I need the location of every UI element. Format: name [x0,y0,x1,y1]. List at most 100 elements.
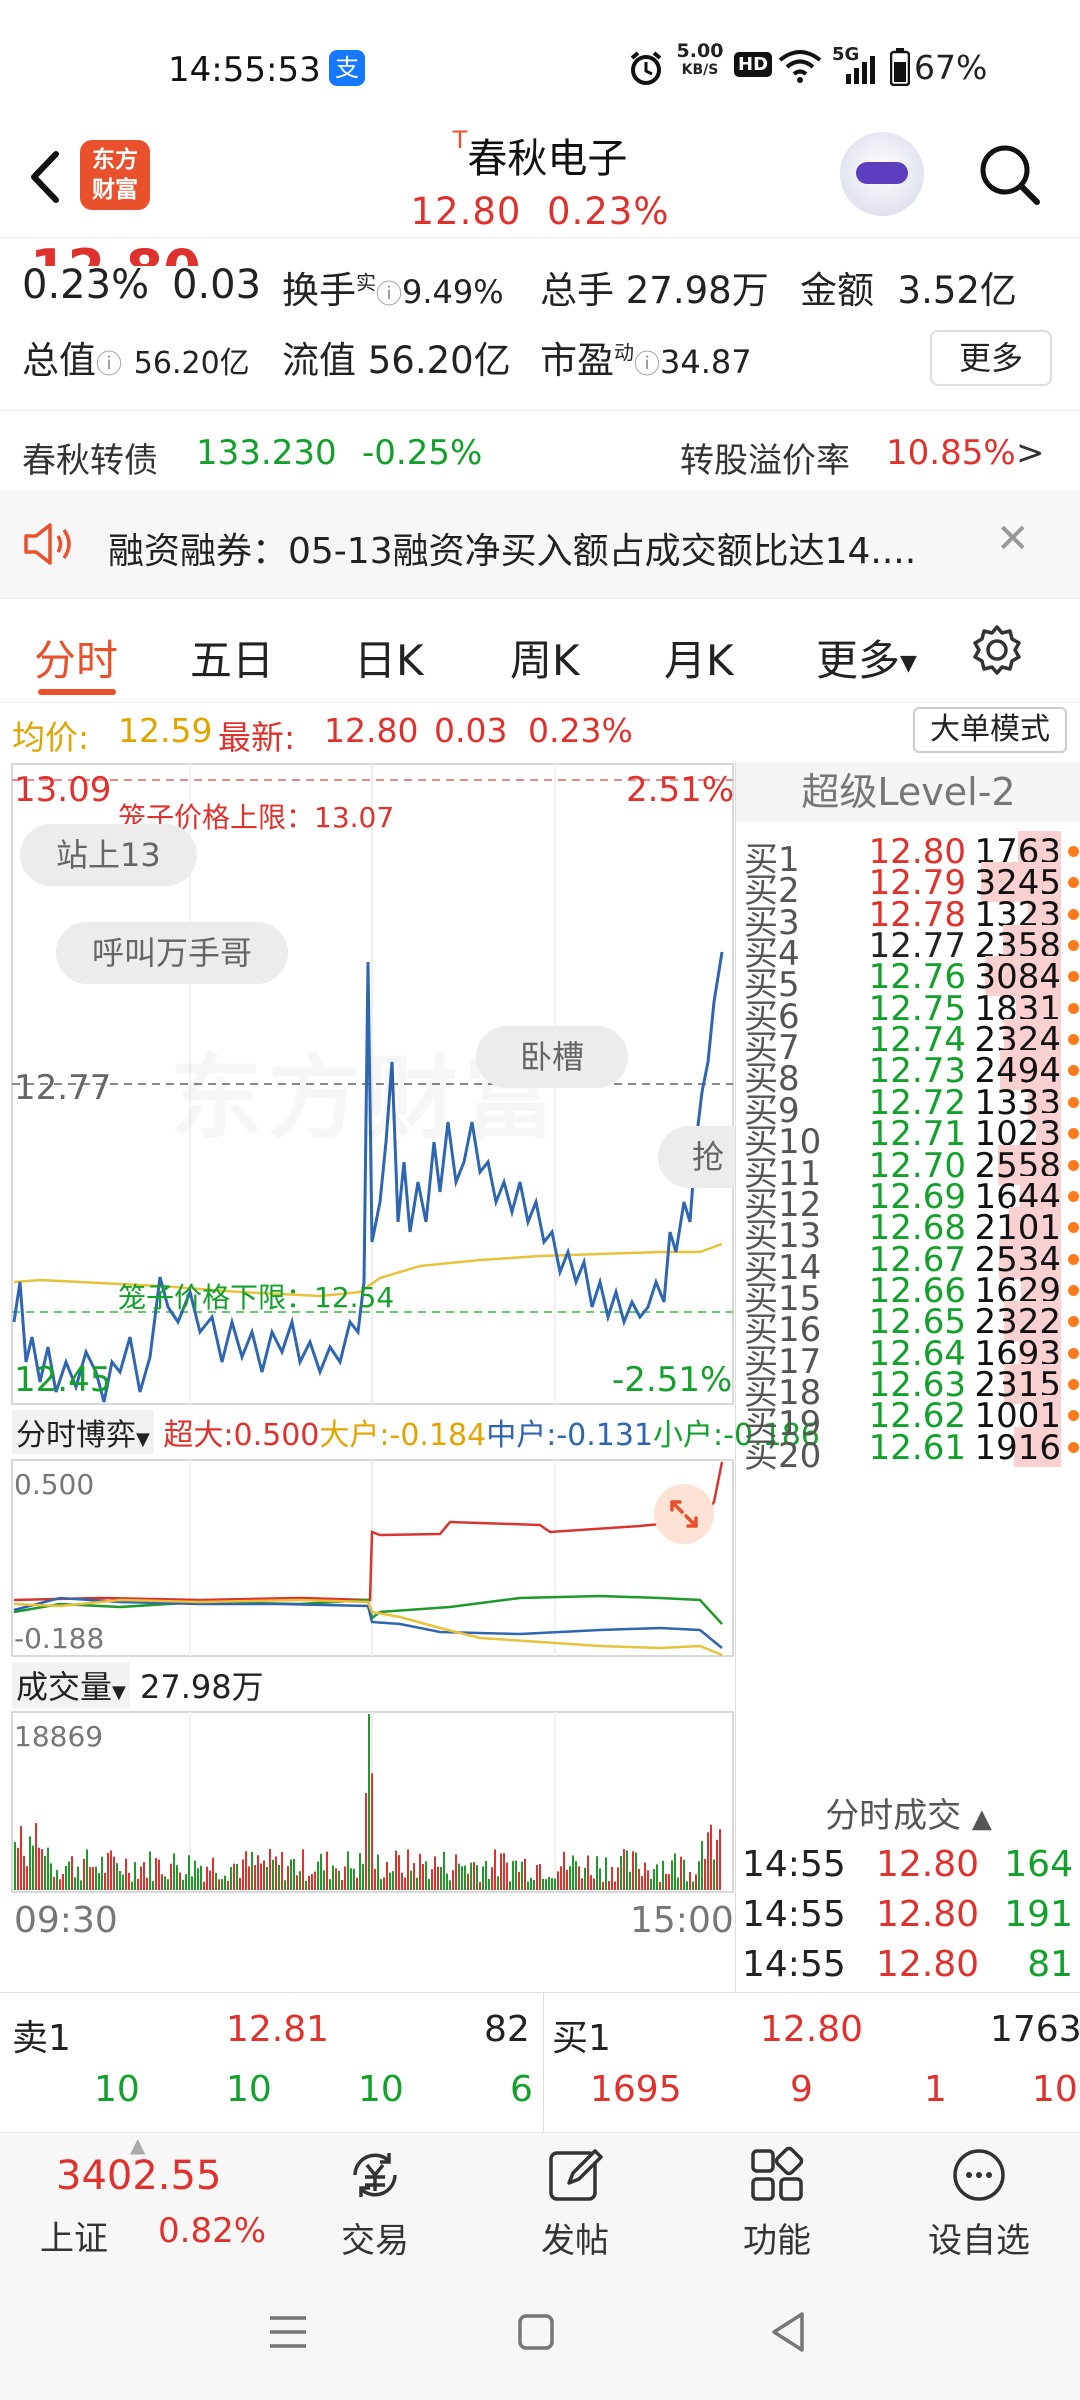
logo-text-bottom: 财富 [92,177,138,203]
bid-label: 买3 [744,902,800,943]
volume-max: 18869 [14,1720,104,1753]
volume-bar [167,1879,169,1890]
search-icon[interactable] [975,140,1045,210]
back-icon[interactable] [768,2310,808,2354]
convertible-bond-row[interactable]: 春秋转债 133.230 -0.25% 转股溢价率 10.85% > [0,410,1080,490]
info-icon[interactable]: ⓘ [96,350,123,380]
ask1-price: 12.81 [226,2009,330,2050]
volume-bar [20,1826,22,1890]
float-cap: 流值 56.20亿 [282,330,511,384]
tab-daily-k[interactable]: 日K [354,636,424,685]
volume-bar [341,1879,343,1890]
tab-more[interactable]: 更多▼ [816,627,917,688]
header-price: 12.80 [410,190,522,233]
bid-row[interactable]: 买13 12.68 2101 [736,1202,1080,1256]
volume-bar [473,1862,475,1890]
order-dot-icon [1068,940,1079,952]
menu-icon[interactable] [266,2312,310,2352]
divider [543,1993,544,2133]
bid-row[interactable]: 买14 12.67 2534 [736,1234,1080,1288]
bid-row[interactable]: 买18 12.63 2315 [736,1359,1080,1413]
volume-selector[interactable]: 成交量▼ [12,1662,130,1708]
volume-bar [182,1879,184,1890]
nav-trade[interactable]: 交易 [310,2143,440,2262]
volume-bar [347,1851,349,1890]
big-order-mode-button[interactable]: 大单模式 [913,707,1067,753]
index-ticker[interactable]: ▲ 3402.55 上证 0.82% [30,2133,280,2273]
chart-tabs: 分时 五日 日K 周K 月K 更多▼ [0,598,1080,698]
comment-bubble[interactable]: 呼叫万手哥 [56,922,289,984]
volume-bar [476,1865,478,1890]
volume-bar [596,1856,598,1890]
volume-bar [464,1865,466,1890]
ticks-title[interactable]: 分时成交 ▲ [736,1788,1080,1837]
volume-bar [35,1823,37,1890]
volume-bar [431,1869,433,1890]
info-icon[interactable]: ⓘ [634,350,661,380]
volume-bar [677,1877,679,1890]
tab-intraday[interactable]: 分时 [34,627,118,695]
comment-bubble[interactable]: 抢 [658,1126,735,1188]
order-dot-icon [1068,1034,1079,1046]
order-dot-icon [1068,846,1079,857]
more-button[interactable]: 更多 [930,330,1052,386]
bid-row[interactable]: 买3 12.78 1323 [736,889,1080,943]
notice-banner[interactable]: 融资融券：05-13融资净买入额占成交额比达14.... ✕ [0,490,1080,598]
back-arrow-icon[interactable] [20,142,70,212]
ai-assistant-avatar[interactable] [840,132,924,216]
home-icon[interactable] [516,2312,556,2352]
volume-bar [560,1866,562,1890]
volume-bar [518,1871,520,1890]
volume-bar [41,1849,43,1890]
app-logo[interactable]: 东方 财富 [80,140,150,210]
volume-bar [530,1877,532,1890]
amount-label: 金额 [800,269,874,312]
settings-gear-icon[interactable] [970,623,1024,677]
nav-features[interactable]: 功能 [712,2143,842,2262]
comment-bubble[interactable]: 卧槽 [476,1026,629,1088]
volume-bar [494,1849,496,1890]
bid-row[interactable]: 买8 12.73 2494 [736,1045,1080,1099]
volume-bar [656,1864,658,1890]
volume-bar [635,1852,637,1890]
expand-button[interactable] [654,1484,714,1544]
ask-detail: 10 [226,2069,272,2110]
level2-title[interactable]: 超级Level-2 [736,762,1080,822]
order-book-summary[interactable]: 卖1 12.81 82 买1 12.80 1763 10 10 10 6 169… [0,1992,1080,2133]
nav-post[interactable]: 发帖 [510,2143,640,2262]
bid-price: 12.67 [868,1239,966,1280]
volume-bar [107,1852,109,1890]
info-icon[interactable]: ⓘ [376,280,403,310]
tab-five-day[interactable]: 五日 [190,636,275,685]
volume-bar [398,1855,400,1890]
volume-bar [470,1862,472,1890]
tab-weekly-k[interactable]: 周K [510,636,580,685]
intraday-chart[interactable]: 13.09 2.51% 笼子价格上限：13.07 12.77 笼子价格下限：12… [0,762,820,1992]
order-dot-icon [1068,1065,1079,1077]
volume-bar [440,1866,442,1890]
bid-row[interactable]: 买2 12.79 3245 [736,857,1080,911]
game-selector[interactable]: 分时博弈▼ [12,1410,154,1454]
stock-title-box[interactable]: T春秋电子 12.80 0.23% [300,126,780,233]
bid-row[interactable]: 买20 12.61 1916 [736,1422,1080,1476]
order-dot-icon [1068,1284,1079,1296]
tab-monthly-k[interactable]: 月K [664,636,734,685]
volume-bar [17,1847,19,1890]
volume-bar [188,1855,190,1890]
volume-bar [407,1849,409,1890]
volume-bar [290,1859,292,1890]
order-dot-icon [1068,1410,1079,1422]
volume-bar [404,1877,406,1890]
bid-label: 买13 [744,1216,822,1257]
change-amount: 0.03 [172,262,262,308]
nav-add-watchlist[interactable]: 设自选 [914,2143,1044,2262]
volume-bar [650,1878,652,1890]
tick-row: 14:55 12.80 164 [736,1844,1080,1894]
volume-bar [308,1875,310,1890]
volume-total: 27.98万 [140,1668,264,1706]
order-dot-icon [1068,1253,1079,1265]
volume-bar [422,1864,424,1890]
comment-bubble[interactable]: 站上13 [20,824,197,886]
close-icon[interactable]: ✕ [996,516,1030,562]
expand-icon [670,1500,698,1528]
